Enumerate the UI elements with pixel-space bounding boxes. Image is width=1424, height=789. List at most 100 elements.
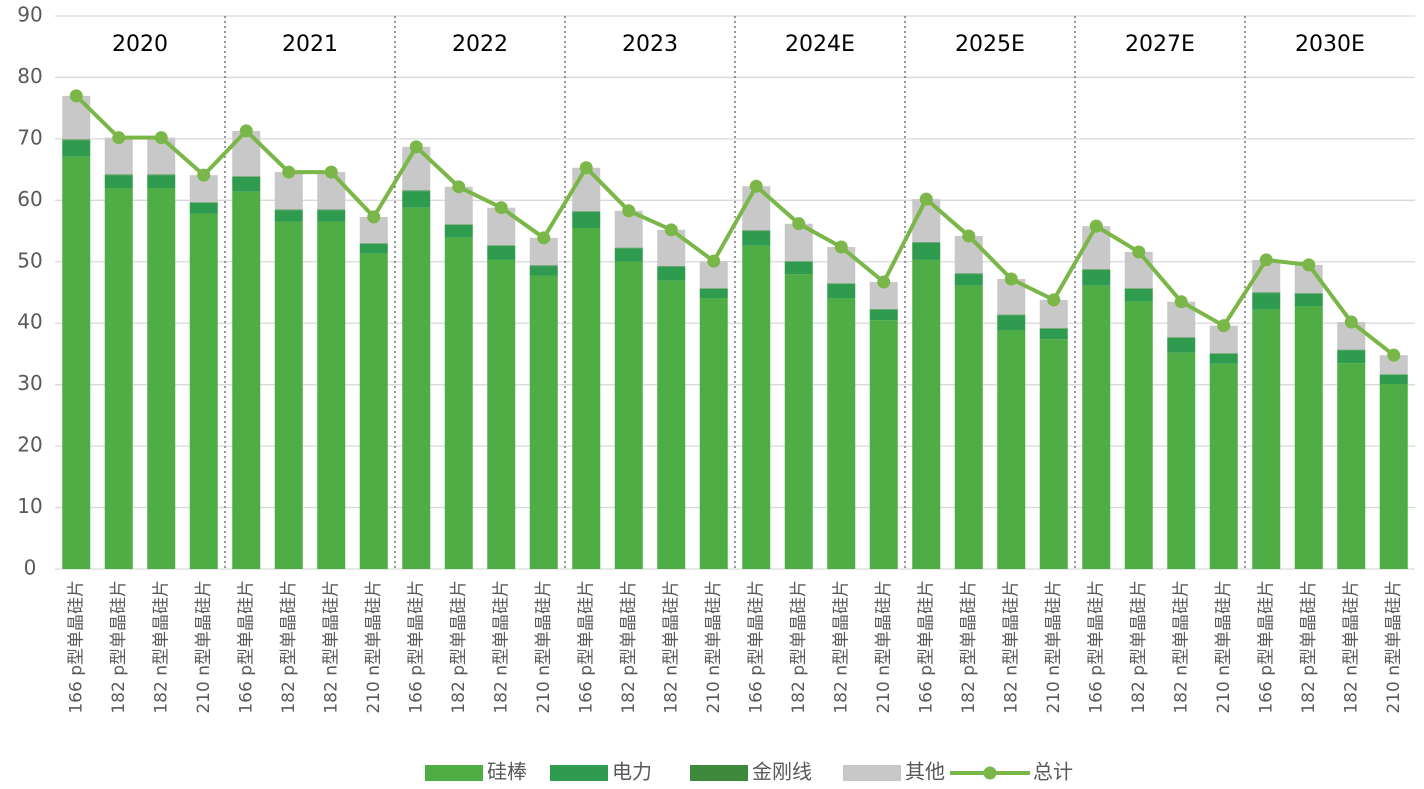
bar-segment (104, 175, 133, 189)
bar-segment (1294, 293, 1323, 294)
bar-segment (827, 298, 856, 569)
total-marker (664, 223, 678, 237)
bar-segment (1337, 363, 1366, 569)
legend-swatch (843, 765, 901, 781)
bar-segment (1209, 353, 1238, 354)
bar-segment (954, 273, 983, 275)
x-tick-label: 166 p型单晶硅片 (406, 580, 426, 714)
bar-segment (359, 243, 388, 254)
y-tick-label: 30 (17, 371, 42, 395)
bar-segment (1039, 328, 1068, 340)
total-marker (1004, 272, 1018, 286)
bar-segment (444, 224, 473, 225)
bar-segment (912, 242, 941, 260)
total-marker (112, 131, 126, 145)
bar-segment (189, 202, 218, 203)
bar-segment (62, 140, 91, 157)
total-marker (792, 217, 806, 231)
total-marker (409, 140, 423, 154)
bar-segment (274, 221, 303, 570)
total-marker (579, 161, 593, 175)
bar-segment (869, 309, 898, 321)
x-tick-label: 210 n型单晶硅片 (194, 580, 214, 714)
bar-segment (784, 261, 813, 262)
bar-segment (1039, 328, 1068, 329)
legend-swatch (983, 766, 997, 780)
legend-label: 总计 (1033, 760, 1073, 784)
x-tick-label: 210 n型单晶硅片 (1214, 580, 1234, 714)
bar-segment (317, 210, 346, 222)
bar-segment (954, 285, 983, 569)
y-tick-label: 50 (17, 248, 42, 272)
x-tick-label: 166 p型单晶硅片 (576, 580, 596, 714)
bar-segment (1209, 353, 1238, 364)
total-marker (239, 124, 253, 138)
x-tick-label: 166 p型单晶硅片 (1086, 580, 1106, 714)
bar-segment (784, 261, 813, 275)
bar-segment (1379, 355, 1408, 375)
bar-segment (1124, 301, 1153, 569)
bar-segment (1082, 269, 1111, 270)
bar-segment (444, 224, 473, 238)
total-marker (1387, 348, 1401, 362)
bar-segment (487, 245, 516, 260)
x-tick-label: 166 p型单晶硅片 (1256, 580, 1276, 714)
group-label: 2020 (112, 32, 168, 57)
bar-segment (1379, 384, 1408, 569)
x-tick-label: 182 n型单晶硅片 (321, 580, 341, 714)
total-marker (1344, 315, 1358, 329)
bar-segment (699, 298, 728, 569)
total-marker (1217, 319, 1231, 333)
bar-segment (954, 274, 983, 286)
bar-segment (614, 261, 643, 569)
bar-segment (657, 266, 686, 281)
y-tick-label: 0 (24, 556, 37, 580)
total-marker (1089, 219, 1103, 233)
bar-segment (742, 230, 771, 232)
bar-segment (402, 190, 431, 192)
bar-segment (1167, 352, 1196, 569)
legend-label: 金刚线 (752, 760, 812, 784)
legend-label: 其他 (905, 760, 945, 784)
bar-segment (699, 288, 728, 289)
legend-swatch (425, 765, 483, 781)
x-tick-label: 166 p型单晶硅片 (66, 580, 86, 714)
x-tick-label: 210 n型单晶硅片 (364, 580, 384, 714)
group-label: 2023 (622, 32, 678, 57)
group-label: 2027E (1125, 32, 1195, 57)
x-tick-label: 210 n型单晶硅片 (1384, 580, 1404, 714)
bar-segment (572, 167, 601, 212)
bar-segment (1167, 337, 1196, 338)
y-tick-label: 10 (17, 494, 42, 518)
bar-segment (147, 188, 176, 570)
bar-segment (317, 209, 346, 211)
bar-segment (402, 191, 431, 208)
bar-segment (1252, 293, 1281, 310)
bar-segment (359, 243, 388, 244)
legend-swatch (690, 765, 748, 781)
total-marker (367, 210, 381, 224)
bar-segment (912, 259, 941, 569)
bar-segment (487, 245, 516, 246)
total-marker (834, 240, 848, 254)
x-tick-label: 182 p型单晶硅片 (789, 580, 809, 714)
x-tick-label: 210 n型单晶硅片 (704, 580, 724, 714)
y-tick-label: 60 (17, 187, 42, 211)
total-marker (197, 168, 211, 182)
x-tick-label: 182 n型单晶硅片 (1341, 580, 1361, 714)
x-tick-label: 166 p型单晶硅片 (746, 580, 766, 714)
total-marker (877, 275, 891, 289)
group-label: 2024E (785, 32, 855, 57)
total-marker (1132, 245, 1146, 259)
bar-segment (62, 95, 91, 140)
bar-segment (1379, 374, 1408, 375)
total-marker (69, 89, 83, 103)
y-tick-label: 90 (17, 3, 42, 27)
y-tick-label: 80 (17, 64, 42, 88)
bar-segment (232, 176, 261, 177)
x-tick-label: 166 p型单晶硅片 (236, 580, 256, 714)
group-label: 2022 (452, 32, 508, 57)
bar-segment (572, 212, 601, 228)
x-tick-label: 210 n型单晶硅片 (534, 580, 554, 714)
group-label: 2021 (282, 32, 338, 57)
